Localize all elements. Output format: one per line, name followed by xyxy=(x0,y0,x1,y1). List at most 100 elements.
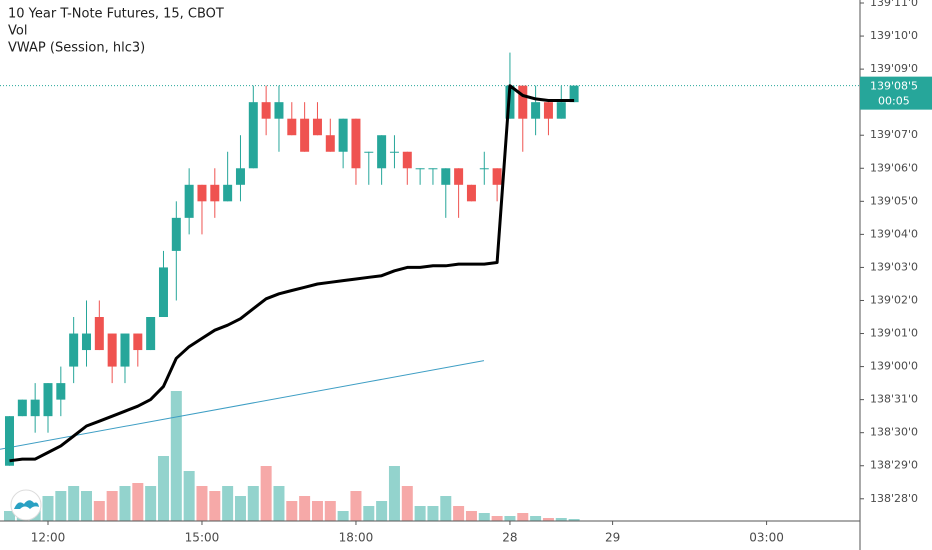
candle-body xyxy=(556,102,566,119)
candle-body xyxy=(300,118,310,152)
volume-bar xyxy=(234,496,246,521)
volume-bar xyxy=(286,501,298,521)
volume-bar xyxy=(260,466,272,521)
volume-bar xyxy=(196,486,208,521)
candle-body xyxy=(248,102,258,169)
candle-body xyxy=(197,184,207,202)
x-tick-label: 18:00 xyxy=(339,531,374,545)
volume-bar xyxy=(311,501,323,521)
countdown-label: 00:05 xyxy=(878,95,910,108)
candle-body xyxy=(402,151,412,169)
candle-body xyxy=(210,184,220,202)
volume-bar xyxy=(132,483,144,521)
candle-body xyxy=(364,151,374,153)
candle-body xyxy=(81,333,91,351)
volume-bar xyxy=(93,501,105,521)
candle-body xyxy=(479,168,489,170)
candle-body xyxy=(158,267,168,318)
volume-bar xyxy=(568,519,580,521)
volume-bar xyxy=(3,511,15,521)
volume-bar xyxy=(209,491,221,521)
y-tick-label: 138'30'0 xyxy=(870,426,918,439)
tradingview-logo[interactable] xyxy=(10,489,42,521)
volume-bar xyxy=(465,511,477,521)
volume-bar xyxy=(530,516,542,521)
candle-body xyxy=(184,184,194,218)
candle-body xyxy=(171,217,181,251)
volume-bar xyxy=(453,506,465,521)
volume-bar xyxy=(555,518,567,521)
y-tick-label: 139'10'0 xyxy=(870,29,918,42)
volume-bar xyxy=(427,506,439,521)
x-tick-label: 15:00 xyxy=(185,531,220,545)
candle-body xyxy=(223,184,233,202)
volume-bar xyxy=(324,501,336,521)
volume-bar xyxy=(401,486,413,521)
y-tick-label: 139'04'0 xyxy=(870,227,918,240)
x-tick-label: 29 xyxy=(605,531,620,545)
volume-bar xyxy=(55,491,67,521)
volume-bar xyxy=(478,513,490,521)
volume-bar xyxy=(170,391,182,521)
y-tick-label: 138'28'0 xyxy=(870,492,918,505)
candle-body xyxy=(389,151,399,153)
candle-body xyxy=(56,383,66,400)
candle-body xyxy=(569,85,579,103)
x-tick-label: 28 xyxy=(502,531,517,545)
volume-bar xyxy=(273,486,285,521)
candle-body xyxy=(492,168,502,185)
candle-body xyxy=(466,184,476,202)
x-tick-label: 12:00 xyxy=(31,531,66,545)
vwap-line xyxy=(9,84,575,463)
trend-line xyxy=(0,360,485,450)
y-tick-label: 139'02'0 xyxy=(870,293,918,306)
y-tick-label: 139'11'0 xyxy=(870,0,918,9)
candle-body xyxy=(518,85,528,119)
volume-bar xyxy=(80,491,92,521)
candle-body xyxy=(120,333,130,367)
candle-body xyxy=(441,168,451,185)
volume-bar xyxy=(376,501,388,521)
volume-bar xyxy=(42,496,54,521)
candle-body xyxy=(133,333,143,351)
candle-body xyxy=(325,135,335,152)
volume-bar xyxy=(363,506,375,521)
candle-body xyxy=(312,118,322,136)
candle-body xyxy=(415,168,425,170)
candle-body xyxy=(274,102,284,119)
y-tick-label: 139'06'0 xyxy=(870,161,918,174)
volume-layer xyxy=(3,391,580,521)
y-tick-label: 139'07'0 xyxy=(870,128,918,141)
y-tick-label: 139'05'0 xyxy=(870,194,918,207)
volume-bar xyxy=(337,511,349,521)
price-layer xyxy=(0,52,860,466)
candle-body xyxy=(43,383,53,417)
candle-body xyxy=(531,102,541,119)
y-tick-label: 139'01'0 xyxy=(870,327,918,340)
last-price-box xyxy=(860,76,932,110)
logo-cloud[interactable] xyxy=(14,500,39,509)
volume-bar xyxy=(350,491,362,521)
y-tick-label: 139'09'0 xyxy=(870,62,918,75)
legend-symbol: 10 Year T-Note Futures, 15, CBOT xyxy=(8,7,224,22)
volume-bar xyxy=(491,516,503,521)
volume-bar xyxy=(388,466,400,521)
candle-body xyxy=(4,416,14,466)
candle-body xyxy=(30,399,40,417)
candle-body xyxy=(287,118,297,136)
x-tick-label: 03:00 xyxy=(749,531,784,545)
volume-bar xyxy=(106,491,118,521)
candle-body xyxy=(69,333,79,367)
y-tick-label: 138'31'0 xyxy=(870,393,918,406)
volume-bar xyxy=(119,486,131,521)
volume-bar xyxy=(157,456,169,521)
volume-bar xyxy=(414,506,426,521)
volume-bar xyxy=(542,518,554,521)
legend-vwap: VWAP (Session, hlc3) xyxy=(8,41,145,56)
volume-bar xyxy=(299,496,311,521)
y-tick-label: 139'00'0 xyxy=(870,360,918,373)
candle-body xyxy=(107,333,117,367)
candle-body xyxy=(235,168,245,185)
